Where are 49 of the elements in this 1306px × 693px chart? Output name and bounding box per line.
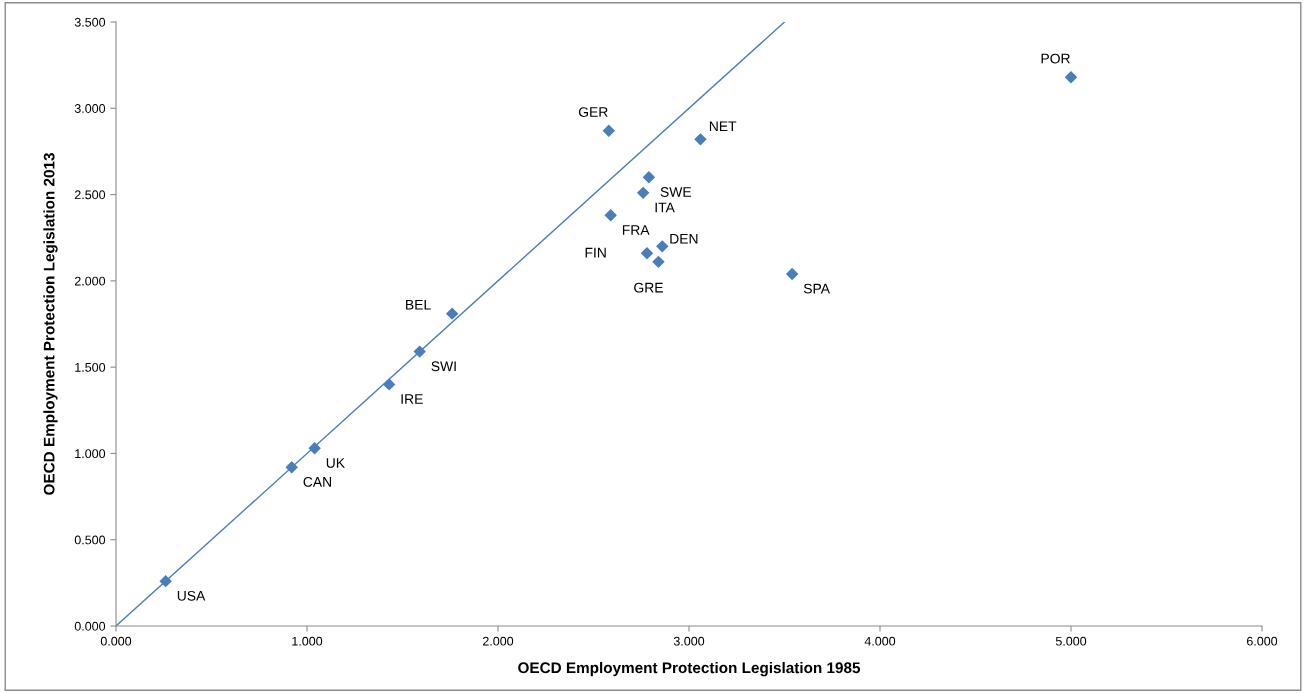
y-tick-label: 1.000 — [75, 449, 106, 459]
point — [413, 345, 426, 358]
x-tick-label: 1.000 — [292, 636, 323, 646]
point — [694, 133, 707, 146]
y-tick-label: 2.500 — [74, 190, 106, 200]
x-axis-title: OECD Employment Protection Legislation 1985 — [518, 661, 861, 677]
annotation: IRE — [401, 394, 423, 404]
annotation: GER — [578, 107, 608, 117]
y-axis-title: OECD Employment Protection Legislation 2013 — [43, 153, 58, 495]
annotation: USA — [177, 590, 206, 601]
point — [636, 186, 650, 200]
annotation: ITA — [655, 202, 675, 213]
annotation: SWI — [431, 361, 456, 372]
y-tick-label: 1.500 — [75, 362, 106, 372]
point — [640, 247, 654, 260]
annotation: NET — [709, 121, 737, 132]
point — [656, 240, 669, 253]
x-tick-label: 6.000 — [1247, 636, 1278, 646]
annotation: GRE — [634, 282, 663, 293]
x-tick-label: 3.000 — [673, 636, 705, 646]
point — [445, 307, 459, 320]
annotation: DEN — [670, 234, 698, 244]
annotation: SWE — [660, 187, 692, 197]
annotation: FRA — [622, 225, 650, 235]
annotation: UK — [326, 458, 345, 468]
y-tick-label: 2.000 — [74, 276, 106, 286]
point — [602, 124, 615, 137]
annotation: POR — [1041, 53, 1070, 64]
point — [159, 574, 172, 588]
y-tick-label: 0.500 — [74, 535, 106, 545]
x-tick-label: 2.000 — [482, 636, 514, 646]
point — [785, 267, 799, 281]
point — [652, 255, 665, 269]
point — [308, 442, 321, 455]
y-tick-label: 3.000 — [74, 104, 106, 113]
point — [382, 378, 396, 391]
x-tick-label: 5.000 — [1055, 636, 1087, 646]
y-tick-label: 0.000 — [74, 621, 106, 631]
point — [1064, 71, 1078, 84]
annotation: BEL — [406, 299, 431, 310]
annotation: SPA — [803, 283, 830, 294]
point — [604, 209, 617, 222]
point — [642, 171, 656, 184]
x-tick-label: 4.000 — [864, 636, 896, 646]
point — [285, 461, 298, 474]
annotation: FIN — [585, 247, 606, 258]
y-tick-label: 3.500 — [74, 17, 106, 27]
x-tick-label: 0.000 — [100, 636, 132, 646]
annotation: CAN — [303, 476, 332, 487]
